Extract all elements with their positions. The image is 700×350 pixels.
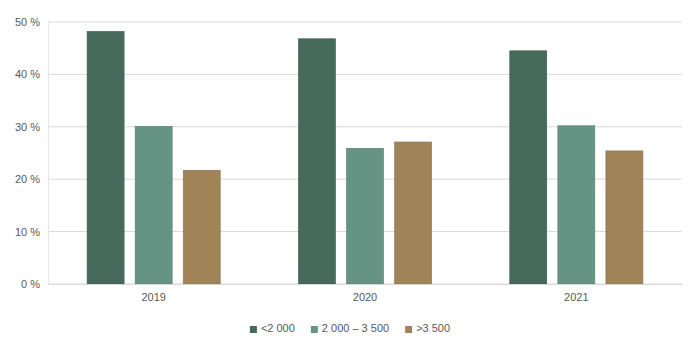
y-tick-label: 40 % — [15, 68, 40, 80]
x-tick: 2019 — [141, 284, 165, 303]
grid-line — [48, 22, 682, 23]
x-axis-line — [49, 284, 683, 285]
y-tick-label: 50 % — [15, 16, 40, 28]
bar — [395, 142, 432, 284]
y-tick: 0 % — [21, 278, 48, 290]
x-tick-label: 2020 — [353, 291, 377, 303]
y-tick: 10 % — [15, 226, 48, 238]
bar — [183, 170, 220, 284]
legend-swatch — [405, 326, 412, 333]
x-tick-label: 2021 — [564, 291, 588, 303]
bar — [135, 126, 172, 284]
legend-swatch — [311, 326, 318, 333]
y-tick-label: 0 % — [21, 278, 40, 290]
chart: 0 % 10 % 20 % 30 % 40 % 50 % 2019 2020 2021 <2 00… — [0, 0, 700, 350]
y-tick: 20 % — [15, 173, 48, 185]
legend-label: <2 000 — [261, 322, 295, 334]
bar — [606, 151, 643, 284]
bar — [298, 39, 335, 284]
legend-label: >3 500 — [416, 322, 450, 334]
legend-swatch — [250, 326, 257, 333]
x-axis: 2019 2020 2021 — [49, 284, 683, 303]
y-tick: 50 % — [15, 16, 48, 28]
bar — [558, 126, 595, 284]
bar — [87, 31, 124, 284]
x-tick-label: 2019 — [141, 291, 165, 303]
bars — [87, 31, 643, 284]
legend: <2 000 2 000 – 3 500 >3 500 — [250, 322, 450, 334]
y-tick-label: 10 % — [15, 226, 40, 238]
legend-label: 2 000 – 3 500 — [322, 322, 389, 334]
y-tick: 40 % — [15, 68, 48, 80]
y-axis-line — [48, 23, 49, 285]
legend-item: 2 000 – 3 500 — [311, 322, 389, 334]
plot: 0 % 10 % 20 % 30 % 40 % 50 % 2019 2020 2021 — [15, 16, 683, 303]
legend-item: >3 500 — [405, 322, 450, 334]
bar — [510, 51, 547, 284]
y-axis: 0 % 10 % 20 % 30 % 40 % 50 % — [15, 16, 49, 290]
bar — [346, 148, 383, 284]
legend-item: <2 000 — [250, 322, 295, 334]
y-tick-label: 30 % — [15, 121, 40, 133]
x-tick: 2021 — [564, 284, 588, 303]
y-tick-label: 20 % — [15, 173, 40, 185]
grid — [48, 22, 682, 284]
x-tick: 2020 — [353, 284, 377, 303]
grid-line — [48, 74, 682, 75]
y-tick: 30 % — [15, 121, 48, 133]
